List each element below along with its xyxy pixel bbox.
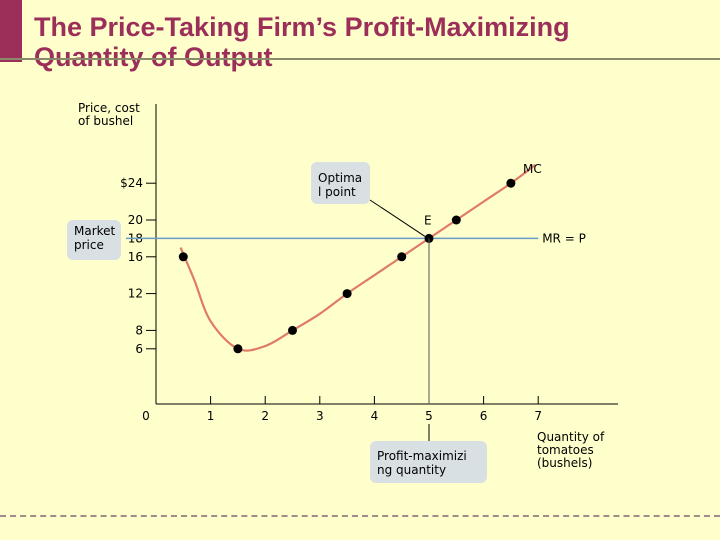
title-underline	[0, 58, 720, 60]
y-tick-label-8: 8	[135, 323, 143, 337]
x-tick-label-5: 5	[425, 409, 433, 423]
mc-point-4	[342, 289, 352, 299]
mc-point-1	[178, 252, 188, 262]
x-tick-label-1: 1	[207, 409, 215, 423]
mc-point-8	[506, 178, 516, 188]
x-axis-label-line-3: (bushels)	[537, 456, 592, 470]
y-tick-label-24: $24	[120, 176, 143, 190]
market-price-callout-text: Market price	[74, 224, 116, 252]
x-tick-label-6: 6	[480, 409, 488, 423]
mc-point-2	[233, 344, 243, 354]
x-axis-label-line-1: Quantity of	[537, 430, 605, 444]
market-price-callout	[67, 220, 121, 260]
mc-point-5	[397, 252, 407, 262]
profit-max-quantity-callout	[370, 441, 487, 483]
title-line-2: Quantity of Output	[34, 42, 273, 72]
optimal-point-leader	[369, 199, 426, 237]
mc-point-3	[288, 325, 297, 335]
x-tick-label-3: 3	[316, 409, 324, 423]
title-line-1: The Price-Taking Firm’s Profit-Maximizin…	[34, 12, 570, 42]
point-e-label: E	[424, 213, 432, 227]
profit-max-quantity-callout-text: Profit-maximizi ng quantity	[377, 449, 467, 477]
y-axis-label-line-2: of bushel	[78, 114, 133, 128]
mc-curve-label: MC	[523, 162, 542, 176]
slide-header: The Price-Taking Firm’s Profit-Maximizin…	[0, 0, 720, 72]
x-axis-label-line-2: tomatoes	[537, 443, 594, 457]
y-tick-label-16: 16	[128, 250, 143, 264]
y-tick-label-6: 6	[135, 342, 143, 356]
y-tick-label-20: 20	[128, 213, 143, 227]
mr-line-label: MR = P	[542, 231, 586, 245]
y-tick-label-12: 12	[128, 287, 143, 301]
optimal-point-callout-text: Optima l point	[318, 171, 363, 199]
x-tick-label-4: 4	[371, 409, 379, 423]
title-accent-bar	[0, 0, 22, 62]
x-tick-label-0: 0	[142, 409, 150, 423]
x-tick-label-2: 2	[261, 409, 269, 423]
slide-title: The Price-Taking Firm’s Profit-Maximizin…	[34, 12, 570, 72]
mc-point-7	[451, 215, 461, 225]
y-axis-label-line-1: Price, cost	[78, 101, 140, 115]
optimal-point-callout	[311, 162, 370, 204]
x-tick-label-7: 7	[534, 409, 542, 423]
bottom-dashed-rule	[0, 515, 720, 517]
